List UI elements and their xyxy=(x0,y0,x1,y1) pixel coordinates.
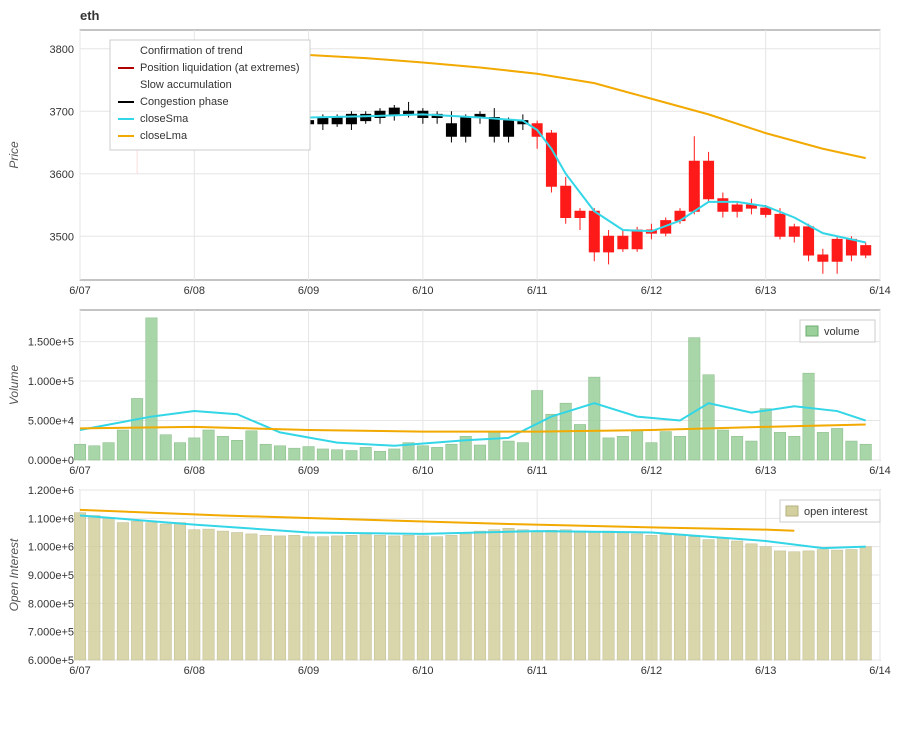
svg-text:3800: 3800 xyxy=(50,44,74,56)
svg-text:6/14: 6/14 xyxy=(869,285,890,297)
chart-title: eth xyxy=(80,8,100,23)
svg-text:Congestion phase: Congestion phase xyxy=(140,96,229,108)
svg-text:6/09: 6/09 xyxy=(298,285,319,297)
svg-text:1.100e+6: 1.100e+6 xyxy=(28,513,74,525)
svg-text:6/08: 6/08 xyxy=(184,665,205,677)
svg-text:3500: 3500 xyxy=(50,231,74,243)
svg-text:Open Interest: Open Interest xyxy=(7,538,21,611)
svg-text:open interest: open interest xyxy=(804,506,868,518)
svg-text:6/14: 6/14 xyxy=(869,665,890,677)
svg-text:6/13: 6/13 xyxy=(755,665,776,677)
svg-text:Volume: Volume xyxy=(7,365,21,406)
svg-text:1.000e+6: 1.000e+6 xyxy=(28,542,74,554)
svg-text:0.000e+0: 0.000e+0 xyxy=(28,455,74,467)
svg-text:closeSma: closeSma xyxy=(140,113,189,125)
svg-text:1.200e+6: 1.200e+6 xyxy=(28,485,74,497)
svg-text:3600: 3600 xyxy=(50,169,74,181)
svg-text:7.000e+5: 7.000e+5 xyxy=(28,627,74,639)
svg-text:1.000e+5: 1.000e+5 xyxy=(28,376,74,388)
svg-text:6/07: 6/07 xyxy=(69,285,90,297)
svg-text:1.500e+5: 1.500e+5 xyxy=(28,337,74,349)
svg-text:6/10: 6/10 xyxy=(412,285,433,297)
svg-text:Confirmation of trend: Confirmation of trend xyxy=(140,45,243,57)
svg-text:6/08: 6/08 xyxy=(184,465,205,477)
svg-text:Slow accumulation: Slow accumulation xyxy=(140,79,232,91)
svg-text:5.000e+4: 5.000e+4 xyxy=(28,416,74,428)
svg-text:9.000e+5: 9.000e+5 xyxy=(28,570,74,582)
svg-text:3700: 3700 xyxy=(50,106,74,118)
svg-text:Price: Price xyxy=(7,141,21,169)
svg-text:6.000e+5: 6.000e+5 xyxy=(28,655,74,667)
svg-text:6/08: 6/08 xyxy=(184,285,205,297)
svg-text:volume: volume xyxy=(824,326,859,338)
svg-text:6/09: 6/09 xyxy=(298,465,319,477)
svg-text:6/12: 6/12 xyxy=(641,285,662,297)
svg-text:6/12: 6/12 xyxy=(641,665,662,677)
svg-text:Position liquidation (at extre: Position liquidation (at extremes) xyxy=(140,62,300,74)
svg-text:6/13: 6/13 xyxy=(755,465,776,477)
chart-svg: 6/07 6/08 6/09 6/10 6/11 6/12 6/13 6/14 3500 3600… xyxy=(0,0,900,750)
svg-text:6/10: 6/10 xyxy=(412,465,433,477)
svg-text:8.000e+5: 8.000e+5 xyxy=(28,598,74,610)
svg-text:6/11: 6/11 xyxy=(527,285,548,297)
svg-text:6/09: 6/09 xyxy=(298,665,319,677)
svg-text:6/14: 6/14 xyxy=(869,465,890,477)
svg-text:6/12: 6/12 xyxy=(641,465,662,477)
svg-text:closeLma: closeLma xyxy=(140,130,188,142)
svg-text:6/11: 6/11 xyxy=(527,665,548,677)
svg-text:6/13: 6/13 xyxy=(755,285,776,297)
svg-text:6/10: 6/10 xyxy=(412,665,433,677)
svg-text:6/11: 6/11 xyxy=(527,465,548,477)
